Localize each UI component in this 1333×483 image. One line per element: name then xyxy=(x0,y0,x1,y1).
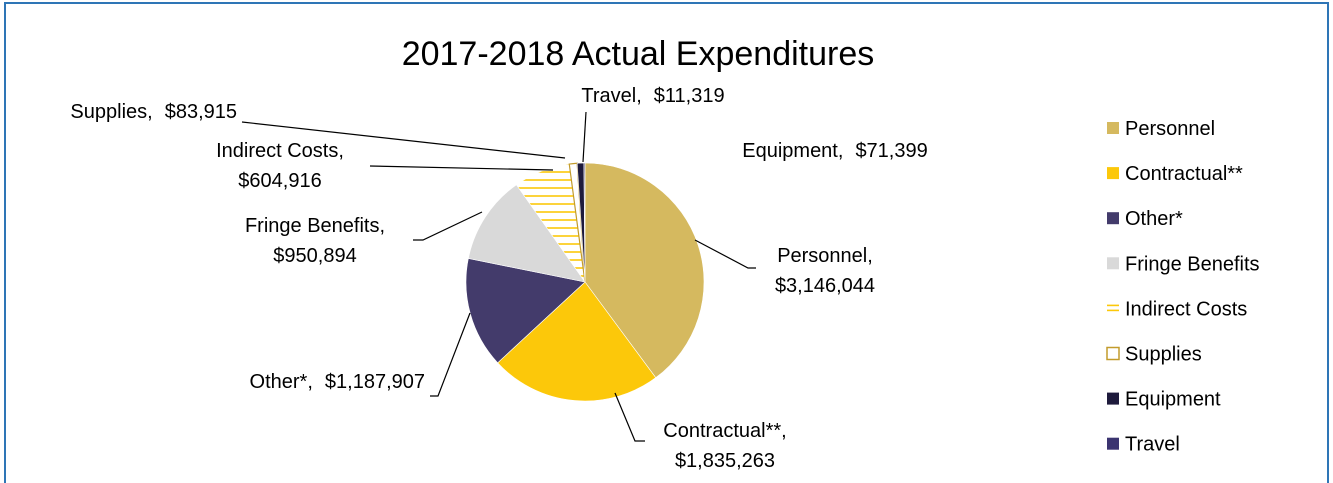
data-label-separator: , xyxy=(636,85,642,107)
legend-swatch xyxy=(1107,122,1119,134)
data-label: Supplies, $83,915 xyxy=(70,101,237,123)
leader-line xyxy=(614,392,645,442)
legend-swatch xyxy=(1107,392,1119,405)
data-label-category: Equipment xyxy=(742,140,838,162)
data-label-value: $950,894 xyxy=(273,245,356,267)
legend-label: Contractual** xyxy=(1125,163,1243,185)
data-label-separator: , xyxy=(379,215,385,237)
leader-line xyxy=(413,211,483,241)
data-label-value: $604,916 xyxy=(238,170,321,192)
data-label-value: $71,399 xyxy=(855,140,927,162)
legend-swatch xyxy=(1107,167,1119,180)
data-label: Contractual**, $1,835,263 xyxy=(663,420,786,472)
legend-swatch xyxy=(1107,212,1119,225)
data-label: Equipment, $71,399 xyxy=(742,140,927,162)
leader-line xyxy=(369,165,554,171)
data-label-separator: , xyxy=(838,140,844,162)
data-label-separator: , xyxy=(338,140,344,162)
data-label: Fringe Benefits, $950,894 xyxy=(245,215,385,267)
data-label-separator: , xyxy=(307,371,313,393)
data-label-value: $1,835,263 xyxy=(675,450,775,472)
legend-label: Personnel xyxy=(1125,118,1215,140)
legend-swatch xyxy=(1107,257,1119,270)
data-label-category: Supplies xyxy=(70,101,147,123)
data-label-category: Contractual** xyxy=(663,420,781,442)
data-label-value: $1,187,907 xyxy=(325,371,425,393)
chart-title: 2017-2018 Actual Expenditures xyxy=(402,35,875,73)
pie-slice xyxy=(584,162,705,379)
pie-slice xyxy=(497,281,657,402)
data-label: Travel, $11,319 xyxy=(581,85,724,107)
legend-label: Other* xyxy=(1125,208,1183,230)
data-label-category: Travel xyxy=(581,85,636,107)
data-label-value: $11,319 xyxy=(654,85,725,107)
pie-slice xyxy=(468,184,586,283)
pie-slice xyxy=(465,258,586,364)
leader-line xyxy=(694,239,756,269)
legend-label: Supplies xyxy=(1125,344,1202,366)
leader-line xyxy=(241,121,566,159)
pie-slice xyxy=(583,162,586,283)
legend-label: Fringe Benefits xyxy=(1125,253,1260,275)
legend-swatch xyxy=(1106,346,1120,361)
data-label-category: Indirect Costs xyxy=(216,140,338,162)
data-label: Other*, $1,187,907 xyxy=(250,371,425,393)
data-label-separator: , xyxy=(781,420,787,442)
data-label-separator: , xyxy=(867,245,873,267)
legend-label: Travel xyxy=(1125,434,1180,456)
data-label-category: Other* xyxy=(250,371,308,393)
data-label-separator: , xyxy=(147,101,153,123)
data-label: Indirect Costs, $604,916 xyxy=(216,140,344,192)
data-label-value: $83,915 xyxy=(165,101,237,123)
legend-swatch xyxy=(1107,437,1119,450)
data-label-value: $3,146,044 xyxy=(775,275,875,297)
leader-line xyxy=(430,312,471,397)
leader-line xyxy=(582,111,587,163)
data-label-category: Fringe Benefits xyxy=(245,215,380,237)
data-label: Personnel, $3,146,044 xyxy=(775,245,875,297)
legend-label: Equipment xyxy=(1125,389,1221,411)
legend-label: Indirect Costs xyxy=(1125,298,1247,320)
data-label-category: Personnel xyxy=(777,245,867,267)
